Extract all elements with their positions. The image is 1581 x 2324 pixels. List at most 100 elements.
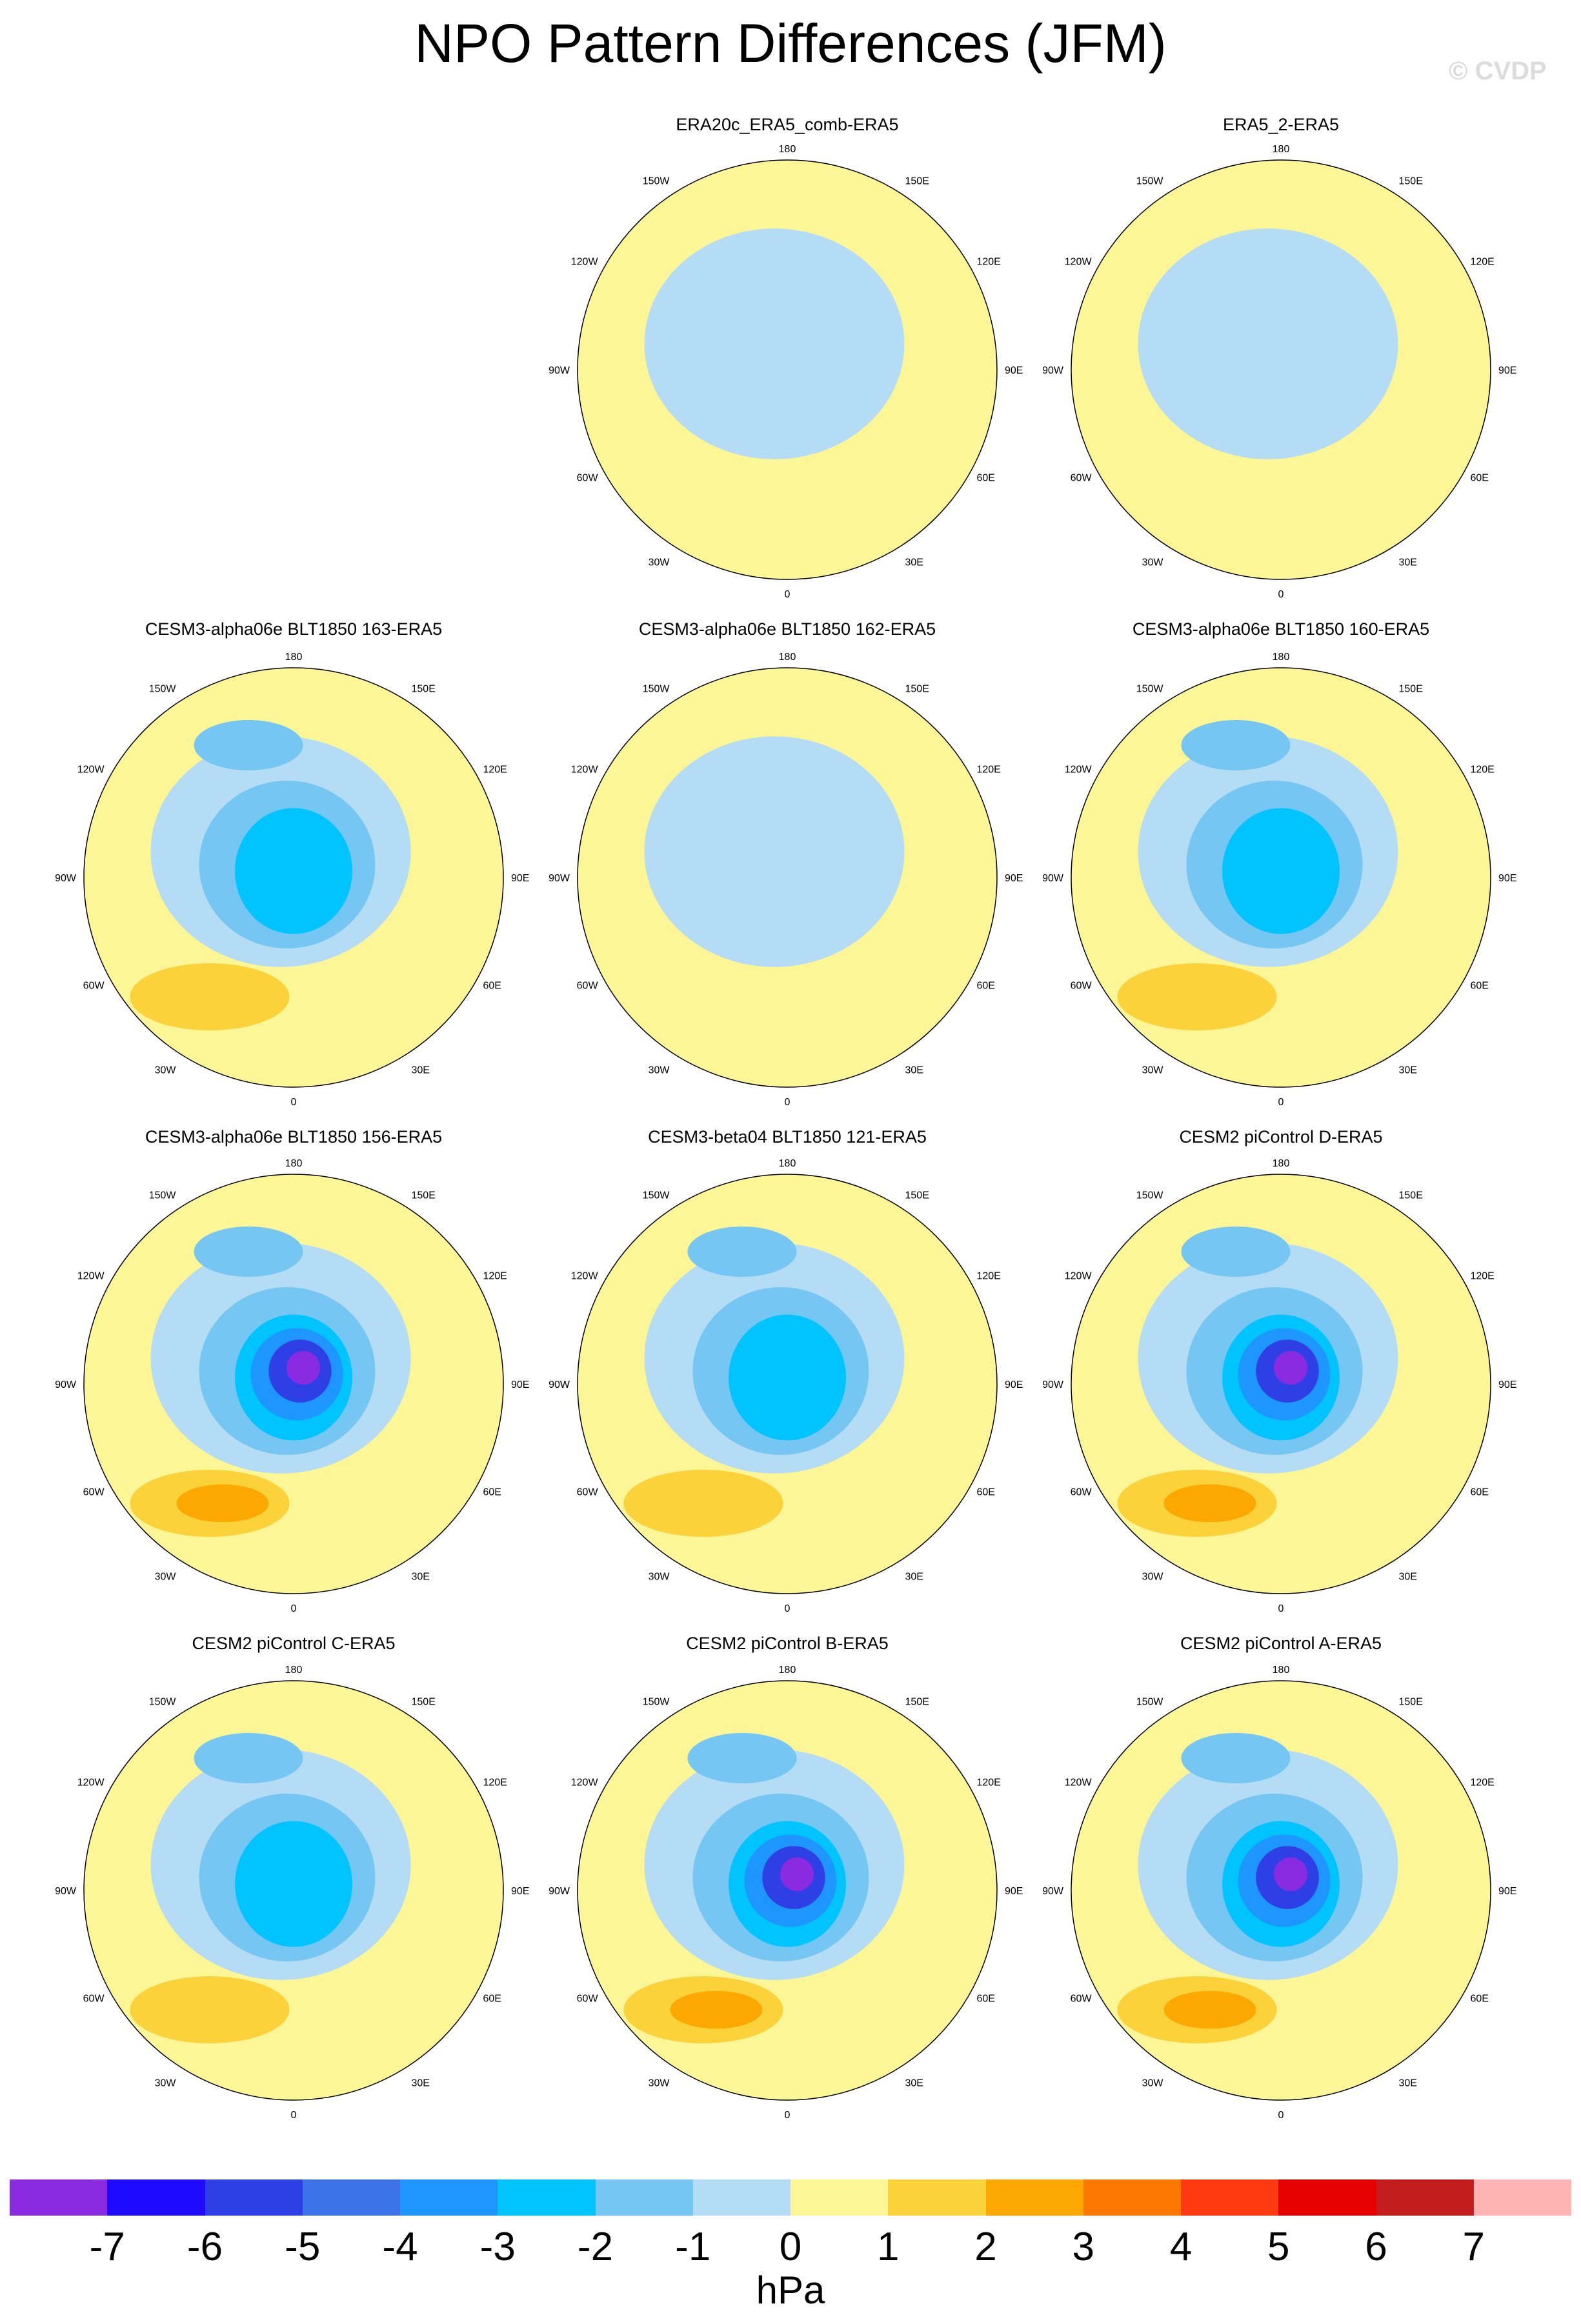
longitude-label: 90W xyxy=(55,873,77,884)
longitude-label: 30E xyxy=(1399,2078,1417,2089)
panel-title: CESM3-beta04 BLT1850 121-ERA5 xyxy=(648,1127,927,1147)
longitude-label: 60W xyxy=(1071,981,1093,992)
longitude-label: 60E xyxy=(483,1487,501,1498)
longitude-label: 120E xyxy=(483,1271,507,1282)
contour-region xyxy=(780,1858,814,1891)
longitude-label: 90W xyxy=(1042,365,1064,376)
map-border xyxy=(1071,159,1491,580)
polar-map: 180 150W 150E 120W 120E 90W 90E 60W 60E 30W 30E 0 xyxy=(32,636,555,1119)
colorbar xyxy=(10,2179,1571,2216)
longitude-label: 0 xyxy=(1278,1097,1284,1108)
colorbar-swatch xyxy=(595,2179,693,2216)
contour-region xyxy=(623,1470,783,1537)
longitude-label: 150E xyxy=(1399,684,1423,695)
longitude-label: 120W xyxy=(1065,257,1093,268)
longitude-label: 120E xyxy=(976,765,1000,776)
longitude-label: 60W xyxy=(83,1487,105,1498)
panel-title: CESM3-alpha06e BLT1850 156-ERA5 xyxy=(145,1127,443,1147)
map-border xyxy=(577,667,998,1088)
longitude-label: 30E xyxy=(412,2078,430,2089)
longitude-label: 30W xyxy=(1142,1065,1164,1076)
contour-region xyxy=(194,720,303,770)
longitude-label: 150E xyxy=(1399,1190,1423,1201)
colorbar-swatch xyxy=(1376,2179,1474,2216)
longitude-label: 0 xyxy=(785,589,790,600)
longitude-label: 180 xyxy=(285,1665,303,1676)
longitude-label: 0 xyxy=(785,2110,790,2121)
longitude-label: 150W xyxy=(643,176,670,187)
contour-region xyxy=(644,228,905,459)
colorbar-tick-label: -4 xyxy=(382,2225,418,2269)
longitude-label: 60W xyxy=(83,981,105,992)
map-border xyxy=(83,1174,504,1594)
polar-map: 180 150W 150E 120W 120E 90W 90E 60W 60E 30W 30E 0 xyxy=(32,1142,555,1626)
longitude-label: 30E xyxy=(905,2078,923,2089)
longitude-label: 150W xyxy=(149,1190,177,1201)
longitude-label: 30E xyxy=(412,1571,430,1582)
longitude-label: 120E xyxy=(483,765,507,776)
panel-title: CESM2 piControl A-ERA5 xyxy=(1180,1634,1382,1653)
colorbar-tick-label: -1 xyxy=(675,2225,711,2269)
longitude-label: 0 xyxy=(291,1603,297,1614)
longitude-label: 150W xyxy=(643,1697,670,1708)
longitude-label: 30E xyxy=(1399,1571,1417,1582)
longitude-label: 150W xyxy=(1136,1190,1164,1201)
colorbar-swatch xyxy=(10,2179,108,2216)
longitude-label: 30W xyxy=(155,2078,177,2089)
longitude-label: 150E xyxy=(412,684,436,695)
longitude-label: 180 xyxy=(285,1158,303,1169)
longitude-label: 120E xyxy=(976,1271,1000,1282)
longitude-label: 60E xyxy=(483,1994,501,2005)
longitude-label: 120E xyxy=(976,257,1000,268)
longitude-label: 30W xyxy=(649,2078,670,2089)
longitude-label: 120W xyxy=(77,1778,105,1788)
longitude-label: 30W xyxy=(649,1571,670,1582)
longitude-label: 30W xyxy=(155,1065,177,1076)
longitude-label: 90E xyxy=(1005,1886,1023,1897)
contour-region xyxy=(1222,808,1340,934)
contour-region xyxy=(287,1351,320,1385)
longitude-label: 120E xyxy=(483,1778,507,1788)
colorbar-swatch xyxy=(498,2179,596,2216)
contour-region xyxy=(670,1990,763,2029)
longitude-label: 60W xyxy=(83,1994,105,2005)
contour-region xyxy=(1274,1858,1307,1891)
map-border xyxy=(83,667,504,1088)
colorbar-tick-labels: -7 -6 -5 -4 -3 -2 -1 0 1 2 3 4 5 6 7 xyxy=(10,2223,1571,2281)
longitude-label: 120W xyxy=(77,1271,105,1282)
colorbar-tick-label: 1 xyxy=(877,2225,900,2269)
longitude-label: 90W xyxy=(549,873,570,884)
map-border xyxy=(577,159,998,580)
panel-title: CESM2 piControl B-ERA5 xyxy=(686,1634,889,1653)
longitude-label: 180 xyxy=(1273,144,1290,155)
panel-title: CESM2 piControl C-ERA5 xyxy=(192,1634,396,1653)
longitude-label: 150E xyxy=(905,1190,929,1201)
panel-title: CESM3-alpha06e BLT1850 162-ERA5 xyxy=(638,619,936,639)
longitude-label: 180 xyxy=(1273,652,1290,663)
contour-region xyxy=(1181,1733,1291,1783)
longitude-label: 90E xyxy=(1005,365,1023,376)
longitude-label: 120W xyxy=(1065,765,1093,776)
colorbar-swatch xyxy=(302,2179,400,2216)
contour-region xyxy=(1181,720,1291,770)
longitude-label: 120W xyxy=(571,1778,599,1788)
longitude-label: 90W xyxy=(55,1379,77,1390)
longitude-label: 180 xyxy=(1273,1665,1290,1676)
longitude-label: 60E xyxy=(1470,1994,1488,2005)
longitude-label: 90E xyxy=(511,1379,529,1390)
longitude-label: 30W xyxy=(649,1065,670,1076)
polar-map: 180 150W 150E 120W 120E 90W 90E 60W 60E 30W 30E 0 xyxy=(1020,1648,1542,2132)
longitude-label: 90W xyxy=(1042,873,1064,884)
longitude-label: 60E xyxy=(976,981,994,992)
longitude-label: 30E xyxy=(905,557,923,568)
colorbar-tick-label: 7 xyxy=(1462,2225,1485,2269)
longitude-label: 120E xyxy=(1470,1271,1494,1282)
longitude-label: 90W xyxy=(1042,1886,1064,1897)
longitude-label: 150E xyxy=(412,1697,436,1708)
longitude-label: 60E xyxy=(1470,473,1488,484)
longitude-label: 150E xyxy=(412,1190,436,1201)
longitude-label: 150E xyxy=(905,1697,929,1708)
longitude-label: 60E xyxy=(976,1994,994,2005)
longitude-label: 60W xyxy=(577,1487,599,1498)
longitude-label: 150E xyxy=(1399,176,1423,187)
